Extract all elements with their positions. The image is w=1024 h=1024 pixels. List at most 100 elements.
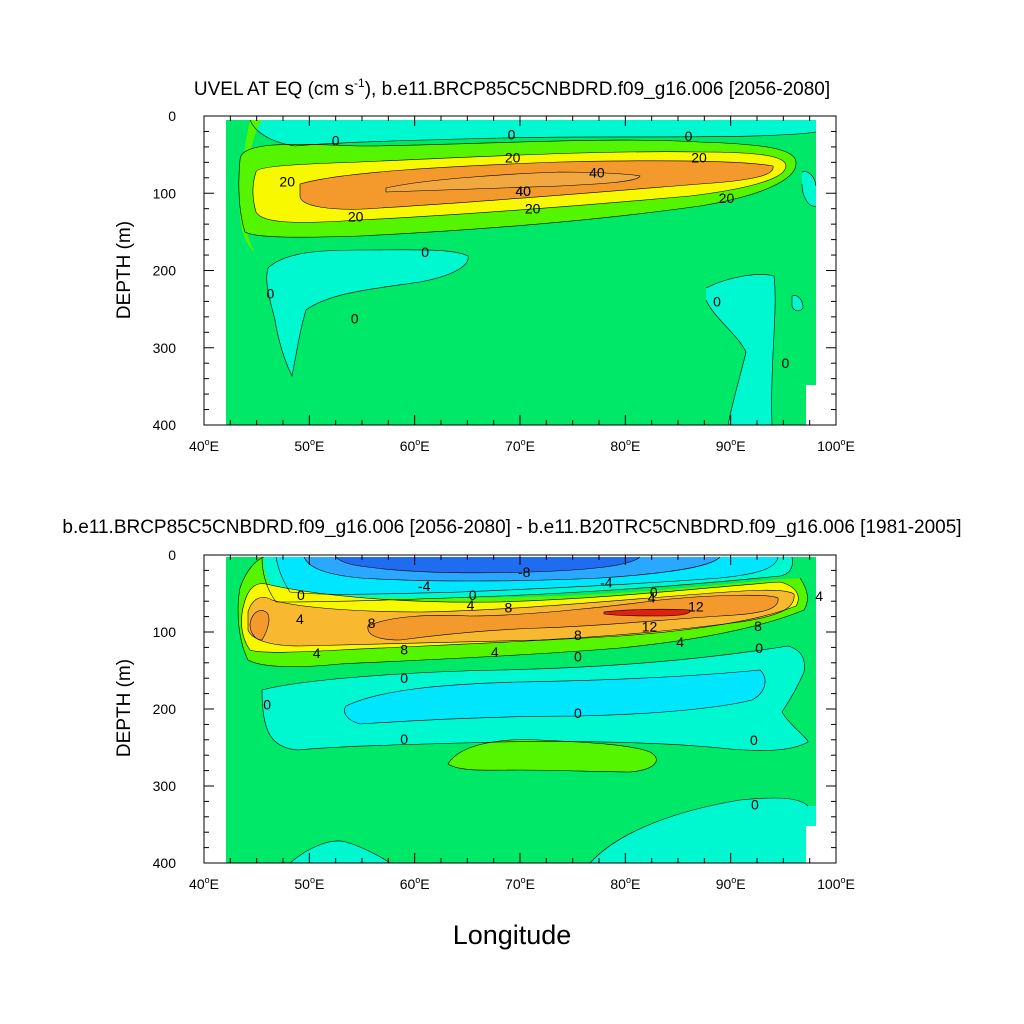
bottom-surface-negative-12 [336, 557, 640, 573]
top-panel-title: UVEL AT EQ (cm s-1), b.e11.BRCP85C5CNBDR… [194, 76, 830, 100]
bottom-ytick-label: 400 [153, 855, 177, 871]
top-missing-data-bottom-right [806, 385, 816, 425]
top-band-20-edge-left [239, 120, 262, 252]
bottom-green-blob [448, 739, 657, 772]
bottom-panel-title: b.e11.BRCP85C5CNBDRD.f09_g16.006 [2056-2… [62, 517, 961, 538]
top-contour-label: 20 [525, 201, 541, 217]
bottom-contour-label: 4 [296, 611, 304, 627]
top-contour-label: 20 [505, 150, 521, 166]
bottom-contour-label: 4 [676, 634, 684, 650]
bottom-xtick-label: 50oE [294, 875, 324, 892]
bottom-contour-label: 0 [755, 640, 763, 656]
top-contour-label: 0 [266, 286, 274, 302]
top-pocket-right [802, 171, 816, 207]
top-contour-label: 0 [713, 293, 721, 309]
top-contour-label: 20 [348, 208, 364, 224]
bottom-xtick-label: 70oE [505, 875, 535, 892]
top-surface-negative-band [250, 120, 816, 146]
bottom-contour-label: 4 [313, 645, 321, 661]
bottom-contour-label: 0 [574, 649, 582, 665]
bottom-contour-label: 4 [815, 588, 823, 604]
bottom-ylabel: DEPTH (m) [114, 659, 135, 757]
bottom-contour-label: 8 [505, 599, 513, 615]
bottom-contour-label: 12 [642, 619, 658, 635]
top-contour-label: 40 [515, 183, 531, 199]
bottom-contour-fill [226, 557, 816, 863]
bottom-contour-label: 0 [750, 732, 758, 748]
top-ylabel: DEPTH (m) [114, 221, 135, 319]
bottom-ytick-label: 100 [153, 624, 177, 640]
top-ytick-label: 200 [153, 263, 177, 279]
bottom-contour-label: 4 [491, 644, 499, 660]
bottom-ytick-label: 0 [168, 547, 176, 563]
bottom-contour-label: 0 [263, 696, 271, 712]
top-contour-label: 40 [589, 164, 605, 180]
bottom-xtick-label: 80oE [610, 875, 640, 892]
bottom-deep-negative-left [290, 840, 390, 863]
top-xtick-label: 40oE [189, 437, 219, 454]
bottom-under-neg4-speck [450, 687, 482, 694]
bottom-ytick-label: 200 [153, 701, 177, 717]
top-contour-label: 20 [719, 190, 735, 206]
bottom-core-pos20 [604, 609, 691, 616]
top-pocket-right-small [792, 295, 803, 311]
top-core-60 [386, 172, 640, 192]
bottom-contour-label: 0 [751, 796, 759, 812]
bottom-contour-label: 4 [467, 597, 475, 613]
bottom-contour-label: 8 [368, 615, 376, 631]
bottom-ytick-label: 300 [153, 778, 177, 794]
top-contour-label: 0 [421, 244, 429, 260]
bottom-contour-label: 8 [400, 642, 408, 658]
bottom-contour-label: 12 [688, 599, 704, 615]
bottom-contour-label: -4 [600, 575, 613, 591]
bottom-contour-label: 8 [754, 618, 762, 634]
top-ytick-label: 300 [153, 340, 177, 356]
top-xtick-label: 90oE [716, 437, 746, 454]
top-xtick-label: 80oE [610, 437, 640, 454]
top-xtick-label: 100oE [817, 437, 855, 454]
top-ticks: 40oE 50oE 60oE 70oE 80oE 90oE 100oE01002003004… [153, 108, 855, 454]
top-ytick-label: 400 [153, 417, 177, 433]
bottom-contour-label: 0 [400, 670, 408, 686]
bottom-contour-label: 0 [400, 731, 408, 747]
top-xtick-label: 50oE [294, 437, 324, 454]
top-panel: UVEL AT EQ (cm s-1), b.e11.BRCP85C5CNBDR… [114, 76, 855, 454]
top-contour-fill [226, 120, 816, 425]
top-negative-pocket-left [266, 249, 469, 376]
bottom-band-pos16 [250, 595, 779, 640]
top-xtick-label: 70oE [505, 437, 535, 454]
bottom-contour-label: -4 [418, 578, 431, 594]
bottom-contour-label: 8 [574, 627, 582, 643]
bottom-ticks: 40oE 50oE 60oE 70oE 80oE 90oE 100oE 0 100 200 300 4… [153, 547, 855, 892]
top-contour-label: 20 [279, 174, 295, 190]
top-contour-label: 0 [351, 310, 359, 326]
bottom-xtick-label: 60oE [400, 875, 430, 892]
x-axis-title: Longitude [453, 920, 572, 950]
top-contour-label: 0 [508, 127, 516, 143]
bottom-deep-negative [590, 798, 816, 863]
top-contour-label: 0 [782, 355, 790, 371]
top-contour-label: 0 [685, 128, 693, 144]
top-ytick-label: 0 [168, 108, 176, 124]
bottom-xtick-label: 100oE [817, 875, 855, 892]
bottom-xtick-label: 90oE [716, 875, 746, 892]
bottom-contour-lines [237, 556, 809, 864]
top-contour-label: 40 [515, 183, 531, 199]
bottom-contour-label: 0 [297, 587, 305, 603]
bottom-panel: b.e11.BRCP85C5CNBDRD.f09_g16.006 [2056-2… [62, 517, 961, 892]
bottom-missing-data [806, 826, 816, 863]
top-contour-lines [238, 119, 817, 426]
top-xtick-label: 60oE [400, 437, 430, 454]
bottom-xtick-label: 40oE [189, 875, 219, 892]
bottom-contour-label: -8 [518, 564, 531, 580]
bottom-contour-label: 0 [469, 587, 477, 603]
top-ytick-label: 100 [153, 185, 177, 201]
bottom-contour-label: 4 [648, 589, 656, 605]
top-contour-label: 0 [332, 133, 340, 149]
bottom-under-neg4 [344, 670, 766, 724]
bottom-contour-label: 0 [574, 705, 582, 721]
top-contour-label: 20 [691, 150, 707, 166]
